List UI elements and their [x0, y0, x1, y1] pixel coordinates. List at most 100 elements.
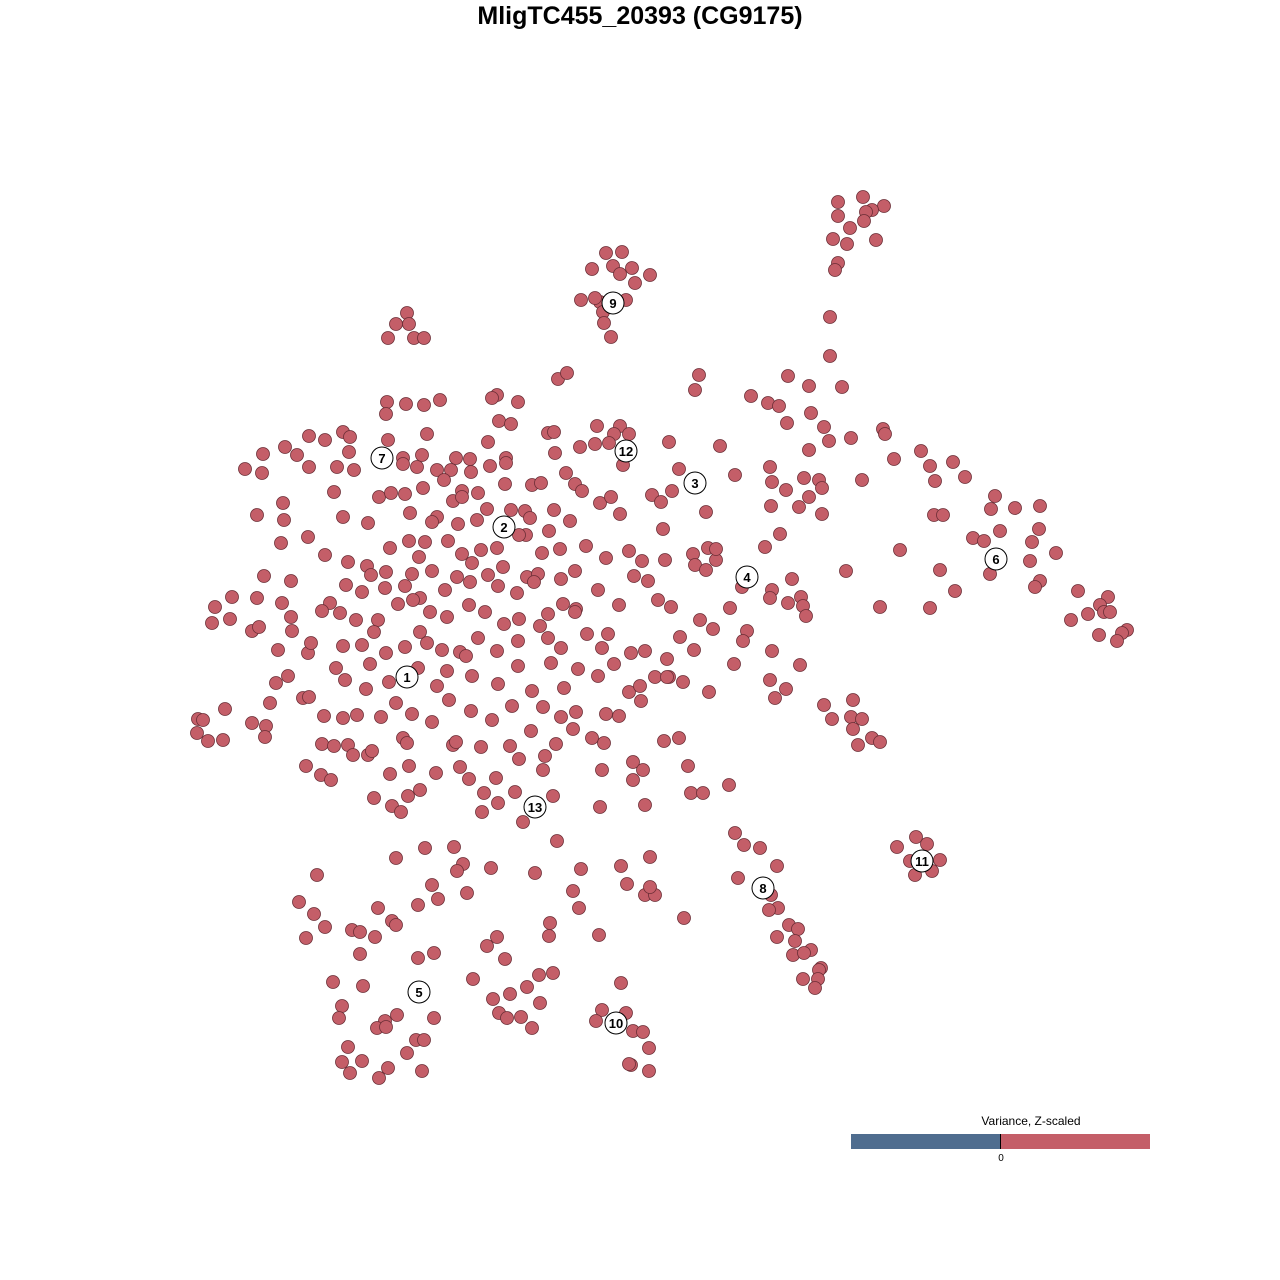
data-point: [450, 570, 464, 584]
data-point: [802, 490, 816, 504]
data-point: [412, 550, 426, 564]
data-point: [238, 462, 252, 476]
data-point: [676, 675, 690, 689]
data-point: [341, 555, 355, 569]
data-point: [543, 916, 557, 930]
data-point: [511, 395, 525, 409]
data-point: [353, 925, 367, 939]
data-point: [791, 922, 805, 936]
data-point: [332, 1011, 346, 1025]
data-point: [527, 575, 541, 589]
data-point: [542, 524, 556, 538]
data-point: [877, 199, 891, 213]
data-point: [327, 739, 341, 753]
data-point: [763, 460, 777, 474]
data-point: [318, 920, 332, 934]
data-point: [657, 734, 671, 748]
data-point: [536, 763, 550, 777]
data-point: [593, 496, 607, 510]
data-point: [417, 1033, 431, 1047]
cluster-label-badge: [407, 980, 431, 1004]
data-point: [500, 1011, 514, 1025]
cluster-label-badge: [614, 439, 638, 463]
data-point: [585, 731, 599, 745]
data-point: [437, 473, 451, 487]
data-point: [728, 468, 742, 482]
data-point: [491, 579, 505, 593]
data-point: [511, 659, 525, 673]
data-point: [418, 841, 432, 855]
data-point: [449, 451, 463, 465]
data-point: [299, 759, 313, 773]
data-point: [548, 446, 562, 460]
data-point: [651, 593, 665, 607]
data-point: [483, 459, 497, 473]
data-point: [402, 534, 416, 548]
data-point: [723, 601, 737, 615]
data-point: [846, 693, 860, 707]
data-point: [511, 634, 525, 648]
cluster-label-badge: [601, 291, 625, 315]
data-point: [681, 759, 695, 773]
data-point: [498, 477, 512, 491]
data-point: [788, 934, 802, 948]
data-point: [736, 634, 750, 648]
data-point: [977, 534, 991, 548]
data-point: [225, 590, 239, 604]
data-point: [413, 783, 427, 797]
data-point: [556, 597, 570, 611]
data-point: [403, 506, 417, 520]
data-point: [465, 669, 479, 683]
data-point: [706, 622, 720, 636]
data-point: [490, 541, 504, 555]
data-point: [460, 886, 474, 900]
data-point: [402, 317, 416, 331]
data-point: [855, 473, 869, 487]
data-point: [359, 682, 373, 696]
data-point: [612, 709, 626, 723]
data-point: [474, 740, 488, 754]
data-point: [416, 481, 430, 495]
data-point: [302, 429, 316, 443]
cluster-label-2: 2: [492, 515, 516, 539]
data-point: [318, 433, 332, 447]
cluster-label-13: 13: [523, 795, 547, 819]
data-point: [463, 452, 477, 466]
cluster-label-5: 5: [407, 980, 431, 1004]
data-point: [781, 596, 795, 610]
data-point: [514, 1010, 528, 1024]
color-scale-bar: [851, 1134, 1150, 1149]
data-point: [984, 502, 998, 516]
data-point: [660, 652, 674, 666]
data-point: [804, 406, 818, 420]
data-point: [528, 866, 542, 880]
data-point: [765, 475, 779, 489]
data-point: [579, 539, 593, 553]
data-point: [792, 500, 806, 514]
cluster-label-badge: [910, 849, 934, 873]
cluster-label-badge: [523, 795, 547, 819]
data-point: [353, 947, 367, 961]
data-point: [447, 840, 461, 854]
data-point: [634, 694, 648, 708]
data-point: [524, 724, 538, 738]
data-point: [481, 435, 495, 449]
data-point: [484, 861, 498, 875]
data-point: [418, 535, 432, 549]
data-point: [330, 460, 344, 474]
data-point: [779, 483, 793, 497]
data-point: [831, 209, 845, 223]
data-point: [278, 440, 292, 454]
data-point: [430, 679, 444, 693]
data-point: [525, 1021, 539, 1035]
data-point: [302, 690, 316, 704]
data-point: [435, 643, 449, 657]
data-point: [620, 877, 634, 891]
data-point: [658, 553, 672, 567]
data-point: [402, 759, 416, 773]
data-point: [614, 976, 628, 990]
data-point: [347, 463, 361, 477]
data-point: [622, 544, 636, 558]
data-point: [988, 489, 1002, 503]
